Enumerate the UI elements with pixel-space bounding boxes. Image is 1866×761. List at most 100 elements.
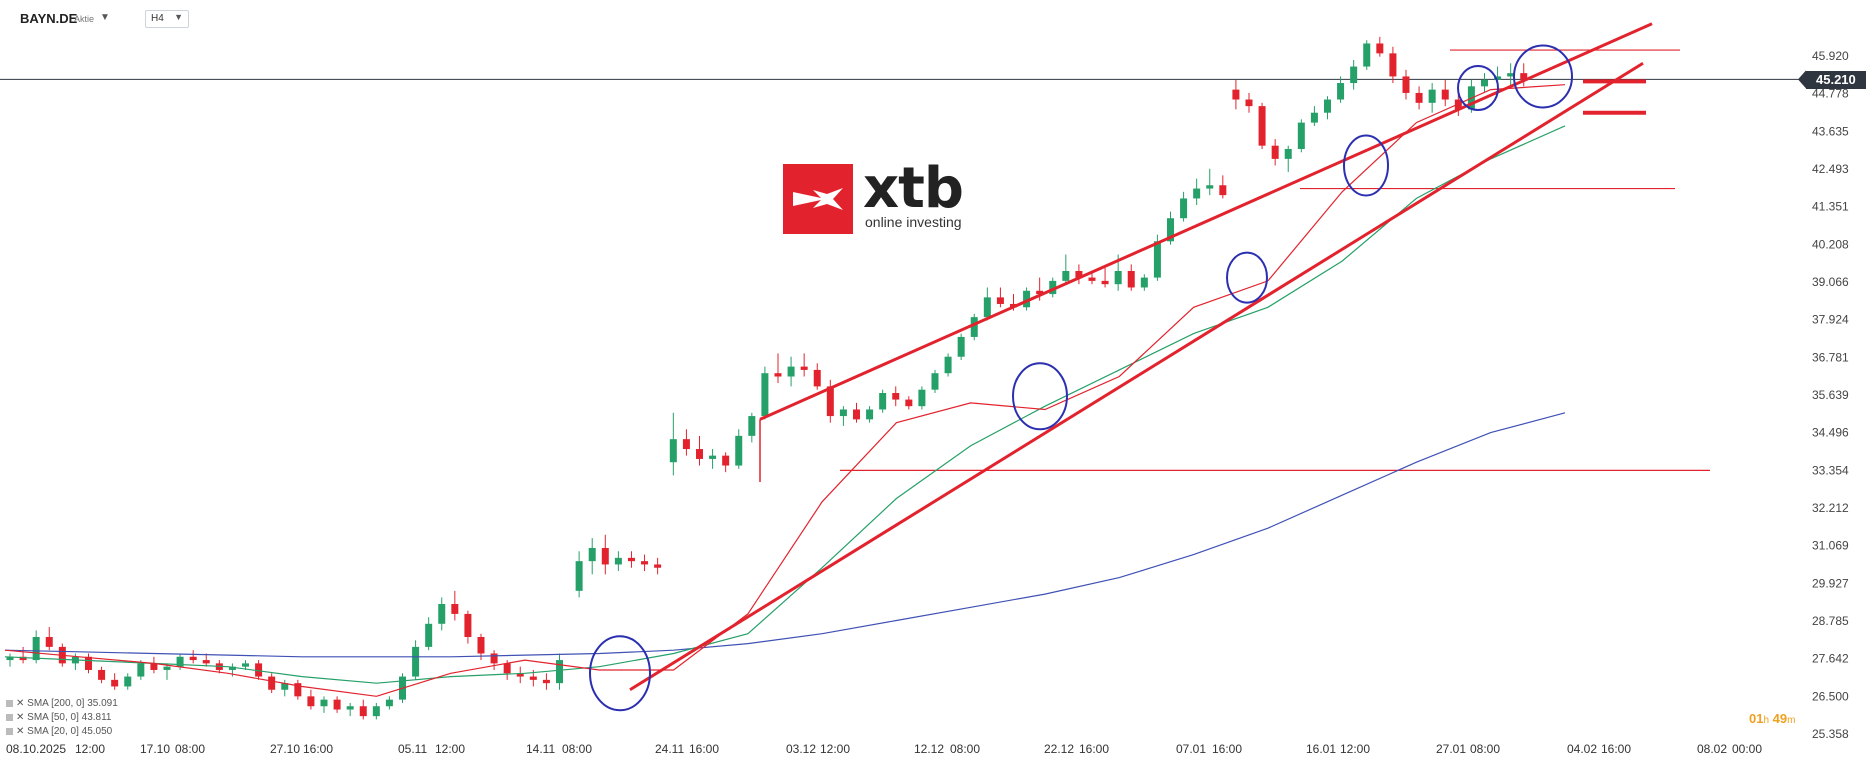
candle-body [124, 676, 132, 687]
y-tick-label: 33.354 [1812, 463, 1849, 477]
candle-body [516, 673, 524, 677]
x-tick-label: 16:00 [1079, 742, 1109, 756]
candle-body [98, 669, 106, 680]
x-tick-label: 16:00 [1601, 742, 1631, 756]
y-tick-label: 28.785 [1812, 614, 1849, 628]
candle-body [800, 366, 808, 370]
candle-body [1023, 290, 1031, 308]
highlight-circle [589, 635, 651, 712]
legend-settings-icon[interactable] [6, 713, 13, 721]
candle-body [1219, 185, 1227, 196]
y-tick-label: 32.212 [1812, 501, 1849, 515]
sma-line [4, 412, 1566, 658]
candle-body [176, 656, 184, 667]
candle-body [1297, 122, 1305, 149]
candle-body [1415, 92, 1423, 103]
candle-body [1062, 270, 1070, 281]
x-tick-label: 07.01 [1176, 742, 1206, 756]
candle-body [1114, 270, 1122, 285]
x-tick-label: 08.02 [1697, 742, 1727, 756]
y-tick-label: 36.781 [1812, 350, 1849, 364]
candle-body [839, 409, 847, 417]
candle-body [944, 356, 952, 374]
x-tick-label: 12:00 [435, 742, 465, 756]
legend-label: SMA [200, 0] 35.091 [27, 698, 118, 709]
candle-body [1363, 43, 1371, 67]
highlight-circle [1012, 362, 1068, 431]
channel-lower-line [629, 61, 1644, 692]
x-tick-label: 12:00 [75, 742, 105, 756]
candle-body [464, 613, 472, 637]
candle-body [813, 369, 821, 387]
y-tick-label: 37.924 [1812, 313, 1849, 327]
candle-body [412, 646, 420, 677]
x-tick-label: 17.10 [140, 742, 170, 756]
legend-item-sma50[interactable]: ✕ SMA [50, 0] 43.811 [6, 711, 118, 725]
candle-body [787, 366, 795, 377]
candle-body [307, 696, 315, 707]
candle-body [957, 336, 965, 357]
x-tick-label: 22.12 [1044, 742, 1074, 756]
candle-body [1232, 89, 1240, 100]
countdown-minutes: 49 [1772, 711, 1788, 726]
candle-body [451, 604, 459, 614]
x-tick-label: 27.01 [1436, 742, 1466, 756]
x-tick-label: 03.12 [786, 742, 816, 756]
candle-body [1271, 145, 1279, 159]
y-tick-label: 27.642 [1812, 652, 1849, 666]
candle-body [320, 699, 328, 707]
candle-body [1323, 99, 1331, 113]
symbol-dropdown-icon[interactable]: ▼ [100, 12, 110, 23]
candle-body [281, 683, 289, 690]
y-tick-label: 29.927 [1812, 576, 1849, 590]
candle-body [438, 604, 446, 624]
y-tick-label: 39.066 [1812, 275, 1849, 289]
candle-body [1441, 89, 1449, 100]
candle-body [385, 699, 393, 707]
candle-body [1245, 99, 1253, 107]
candle-body [6, 656, 14, 661]
xtb-logo: xtb online investing [783, 156, 973, 234]
y-tick-label: 31.069 [1812, 539, 1849, 553]
x-tick-label: 08:00 [1470, 742, 1500, 756]
candle-body [1166, 218, 1174, 242]
current-price-value: 45.210 [1816, 72, 1856, 87]
candle-body [372, 706, 380, 717]
y-tick-label: 35.639 [1812, 388, 1849, 402]
indicator-legend: ✕ SMA [200, 0] 35.091 ✕ SMA [50, 0] 43.8… [6, 697, 118, 739]
x-tick-label: 12:00 [1340, 742, 1370, 756]
candle-body [983, 297, 991, 318]
candle-body [970, 317, 978, 337]
highlight-circle [1513, 44, 1573, 109]
x-tick-label: 08:00 [950, 742, 980, 756]
candle-body [601, 547, 609, 565]
candle-body [1140, 277, 1148, 288]
candle-body [202, 660, 210, 664]
candle-body [852, 409, 860, 420]
candle-body [359, 706, 367, 717]
candle-body [996, 297, 1004, 304]
x-tick-label: 16:00 [1212, 742, 1242, 756]
chart-toolbar: BAYN.DE Aktie ▼ H4 ▼ [0, 0, 1866, 34]
candle-body [1193, 188, 1201, 199]
candle-body [1049, 280, 1057, 295]
price-tag-arrow [1798, 70, 1806, 89]
candle-body [163, 666, 171, 670]
candle-body [1507, 73, 1515, 77]
x-tick-label: 08:00 [562, 742, 592, 756]
legend-item-sma20[interactable]: ✕ SMA [20, 0] 45.050 [6, 725, 118, 739]
candle-body [189, 656, 197, 661]
legend-settings-icon[interactable] [6, 727, 13, 735]
candle-body [748, 416, 756, 436]
symbol-name[interactable]: BAYN.DE [20, 11, 78, 26]
timeframe-select[interactable]: H4 ▼ [145, 10, 189, 28]
legend-label: SMA [20, 0] 45.050 [27, 726, 113, 737]
candle-body [242, 663, 249, 667]
y-tick-label: 41.351 [1812, 200, 1849, 214]
candle-body [588, 547, 596, 562]
legend-item-sma200[interactable]: ✕ SMA [200, 0] 35.091 [6, 697, 118, 711]
legend-settings-icon[interactable] [6, 699, 13, 707]
candle-body [1258, 106, 1266, 146]
candle-body [255, 663, 263, 677]
